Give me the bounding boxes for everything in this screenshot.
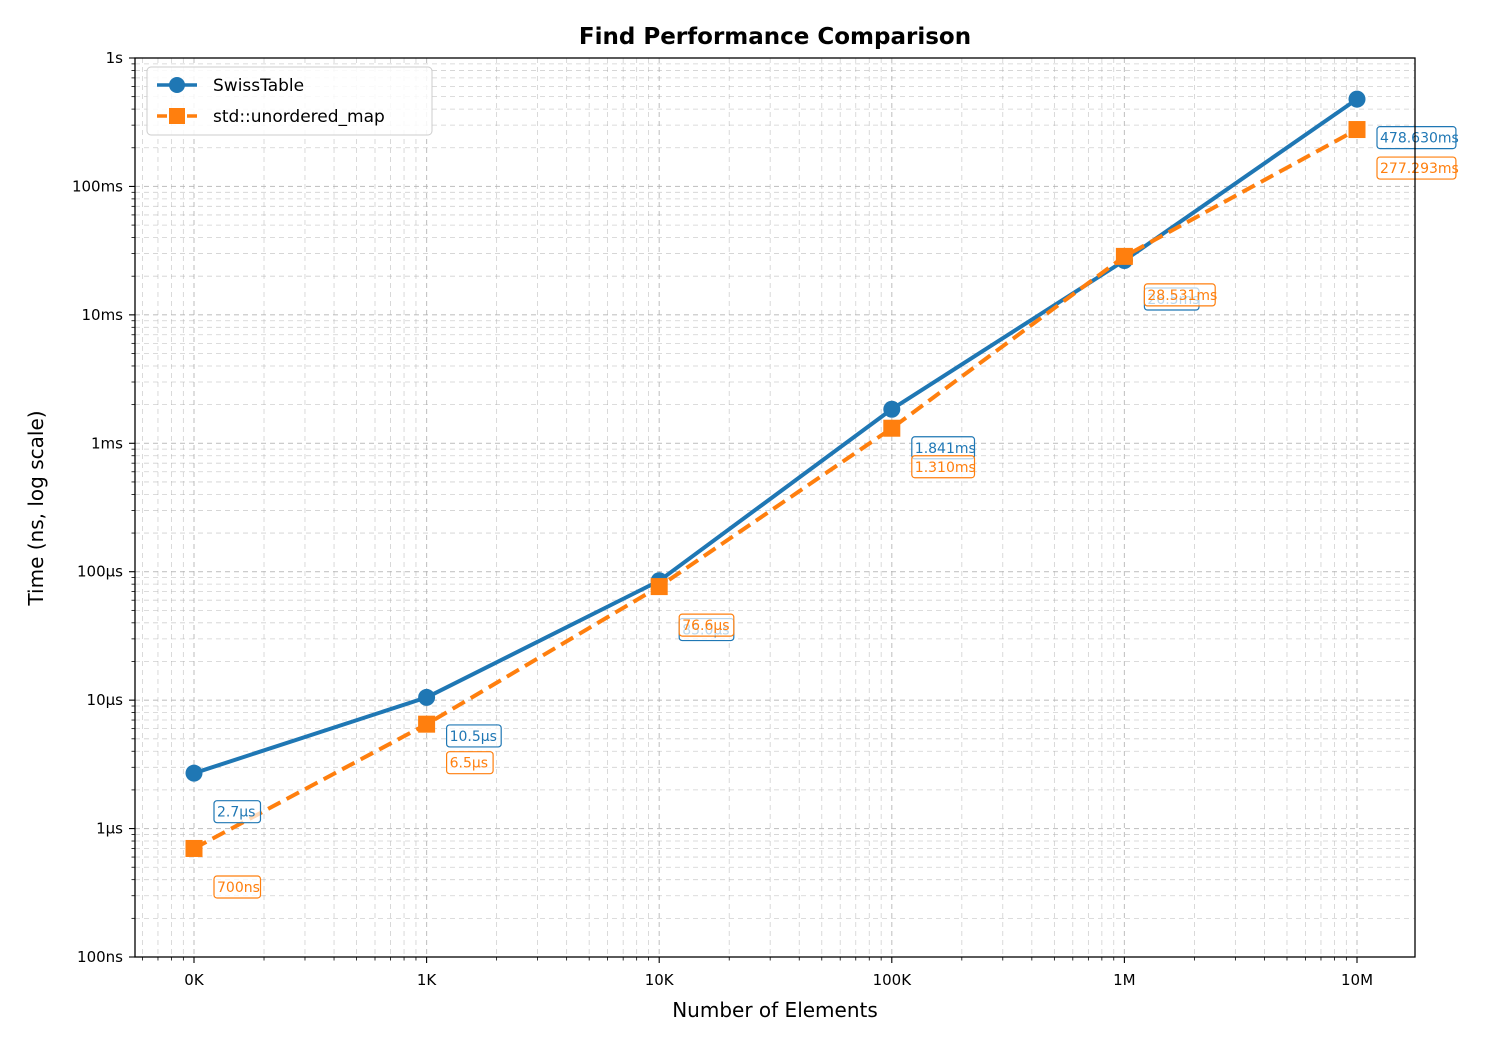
series-0-point [185,764,203,782]
data-label-text: 10.5µs [450,729,497,745]
series-1-point [883,419,901,437]
data-label-text: 76.6µs [682,618,729,634]
data-label-1-0: 700ns [213,875,262,899]
data-label-box [446,751,494,775]
y-axis-title: Time (ns, log scale) [24,410,48,606]
data-label-box [1376,156,1457,180]
y-tick-label: 100ms [72,177,123,195]
plot-frame [134,57,1416,958]
y-tick-label: 1s [106,49,124,67]
data-label-box [213,875,262,899]
data-label-box [911,455,976,479]
legend: SwissTable std::unordered_map [146,66,433,136]
data-label-box [1376,126,1457,150]
y-tick-label: 10ms [81,306,123,324]
data-label-0-1: 10.5µs [446,724,502,748]
legend-label-unordered-map: std::unordered_map [213,107,385,127]
series-1-point [650,578,668,596]
x-tick-label: 10K [645,971,675,989]
series-line-0 [193,97,1359,776]
data-label-text: 277.293ms [1380,161,1459,177]
data-label-text: 6.5µs [450,756,488,772]
series-0-point [883,400,901,418]
x-tick-label: 0K [184,971,205,989]
x-tick-label: 1K [417,971,438,989]
data-label-1-2: 76.6µs [678,613,735,637]
data-label-0-5: 478.630ms [1376,126,1459,150]
legend-marker-unordered-map [169,108,185,124]
y-tick-label: 1µs [96,820,123,838]
tick-layer: 0K 1K 10K 100K 1M 10M 100ns 1µs 10µs 100µs 1ms 10ms… [72,49,1373,989]
data-label-text: 28.531ms [1147,288,1217,304]
data-label-0-0: 2.7µs [213,800,262,824]
series-line-1 [193,127,1358,851]
data-label-box [446,724,502,748]
y-tick-label: 100µs [77,563,123,581]
series-1-point [1348,121,1366,139]
data-label-1-1: 6.5µs [446,751,494,775]
data-label-box [1143,283,1216,307]
data-label-1-5: 277.293ms [1376,156,1459,180]
data-label-text: 2.7µs [217,805,255,821]
y-tick-label: 1ms [91,434,123,452]
y-tick-label: 10µs [87,691,124,709]
data-label-1-3: 1.310ms [911,455,976,479]
data-label-text: 1.310ms [915,460,976,476]
data-label-box [213,800,262,824]
series-0-point [1348,90,1366,108]
data-label-box [678,613,735,637]
chart-title: Find Performance Comparison [579,24,971,50]
data-label-1-4: 28.531ms [1143,283,1217,307]
grid-layer [135,57,1415,958]
series-1-point [418,715,436,733]
x-tick-label: 1M [1113,971,1136,989]
series-layer [185,90,1366,857]
series-1-point [1115,247,1133,265]
legend-box [146,66,433,136]
x-axis-title: Number of Elements [672,998,878,1022]
series-1-point [185,839,203,857]
series-0-point [418,688,436,706]
legend-marker-swisstable [169,77,185,93]
data-label-text: 478.630ms [1380,131,1459,147]
x-tick-label: 100K [873,971,913,989]
y-tick-label: 100ns [77,948,123,966]
x-tick-label: 10M [1341,971,1373,989]
data-label-text: 1.841ms [915,441,976,457]
data-label-layer: 2.7µs10.5µs85.0µs1.841ms26.5ms478.630ms7… [213,126,1459,899]
data-label-text: 700ns [217,880,260,896]
legend-label-swisstable: SwissTable [213,76,304,96]
data-label-0-3: 1.841ms [911,436,976,460]
